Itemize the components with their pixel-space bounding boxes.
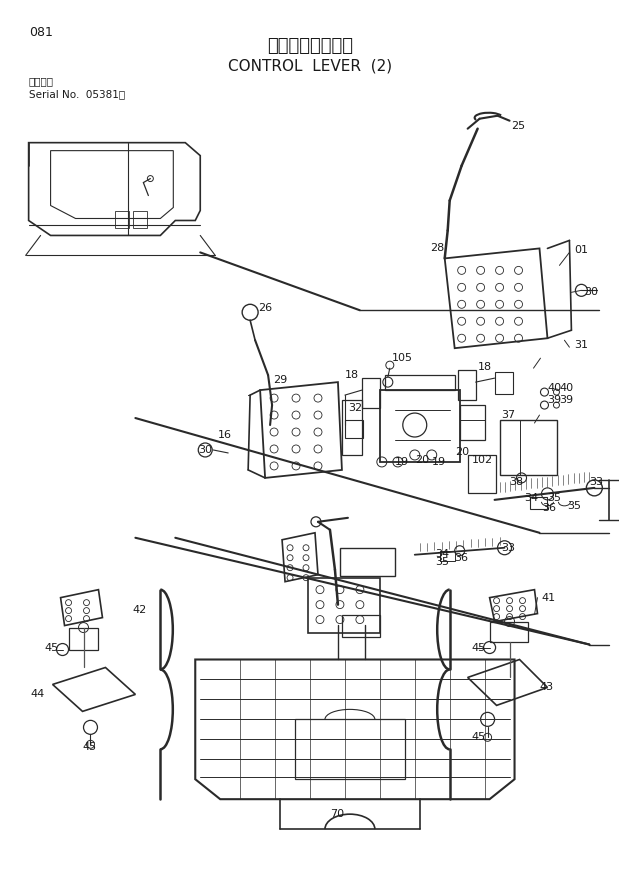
Bar	[133, 210, 148, 229]
Text: 01: 01	[574, 245, 588, 256]
Bar	[362, 378, 380, 408]
Text: 18: 18	[477, 362, 492, 372]
Text: 102: 102	[472, 455, 493, 465]
Text: 18: 18	[345, 370, 359, 380]
Text: 25: 25	[512, 120, 526, 131]
Text: 40: 40	[559, 383, 574, 393]
Bar	[529, 497, 547, 509]
Text: 20: 20	[454, 447, 469, 457]
Text: 34: 34	[525, 493, 539, 503]
Text: 42: 42	[133, 605, 147, 615]
Text: 操作レバー（２）: 操作レバー（２）	[267, 37, 353, 55]
Text: 31: 31	[574, 340, 588, 350]
Text: 38: 38	[510, 477, 524, 487]
Text: 40: 40	[547, 383, 562, 393]
Text: 36: 36	[542, 503, 557, 512]
Text: 35: 35	[547, 493, 562, 503]
Bar	[500, 420, 557, 475]
Text: 37: 37	[502, 410, 516, 420]
Text: 20: 20	[415, 455, 429, 465]
Text: 43: 43	[539, 683, 554, 692]
Text: 39: 39	[559, 395, 574, 405]
Bar	[467, 455, 495, 493]
Text: 30: 30	[198, 445, 212, 455]
Text: 70: 70	[330, 809, 344, 819]
Text: 33: 33	[502, 543, 516, 553]
Text: 41: 41	[541, 593, 556, 602]
Bar	[458, 370, 476, 400]
Text: Serial No.  05381～: Serial No. 05381～	[29, 89, 125, 99]
Text: 30: 30	[585, 287, 598, 298]
Bar	[342, 615, 380, 636]
Text: 28: 28	[430, 244, 444, 253]
Text: 32: 32	[348, 403, 362, 413]
Text: 29: 29	[273, 375, 287, 385]
Text: 45: 45	[45, 643, 59, 652]
Text: 44: 44	[30, 690, 45, 699]
Bar	[295, 719, 405, 780]
Bar	[495, 372, 513, 394]
Bar	[380, 390, 459, 462]
Text: 35: 35	[435, 557, 449, 567]
Text: 45: 45	[472, 643, 485, 652]
Text: CONTROL  LEVER  (2): CONTROL LEVER (2)	[228, 58, 392, 73]
Text: 45: 45	[82, 742, 97, 753]
Text: 35: 35	[567, 501, 582, 511]
Text: 適用号機: 適用号機	[29, 76, 54, 86]
Text: 19: 19	[395, 457, 409, 467]
Text: 36: 36	[454, 553, 469, 563]
Bar	[308, 578, 380, 633]
Bar	[490, 622, 528, 642]
Text: 33: 33	[590, 477, 603, 487]
Bar	[440, 551, 454, 560]
Bar	[69, 628, 99, 650]
Text: 105: 105	[392, 354, 413, 363]
Text: 19: 19	[432, 457, 446, 467]
Text: 34: 34	[435, 549, 449, 559]
Text: 45: 45	[472, 732, 485, 742]
Bar	[385, 375, 454, 390]
Text: 16: 16	[218, 430, 232, 440]
Bar	[345, 420, 363, 438]
Text: 26: 26	[258, 303, 272, 313]
Bar	[340, 547, 395, 575]
Bar	[115, 210, 130, 229]
Bar	[342, 400, 362, 455]
Text: 081: 081	[29, 26, 53, 39]
Bar	[459, 405, 485, 440]
Text: 39: 39	[547, 395, 562, 405]
